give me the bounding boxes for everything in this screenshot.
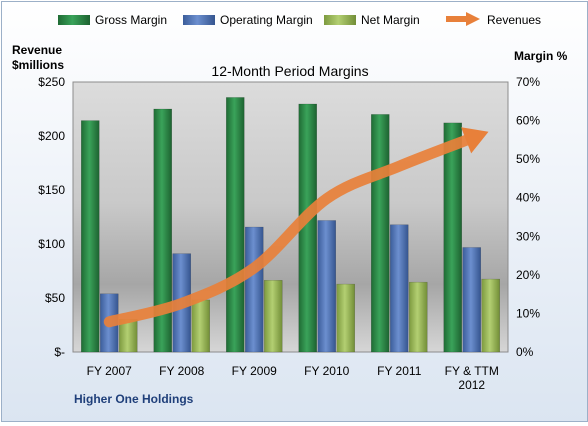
y-left-tick-label: $150 [38,183,65,197]
x-tick-label: FY 2007 [87,364,132,378]
chart-title: 12-Month Period Margins [211,63,368,79]
y-right-title: Margin % [514,49,568,63]
bar-gross-margin [443,122,462,353]
legend-label-operating-margin: Operating Margin [220,13,313,27]
bar-operating-margin [390,224,409,353]
y-left-tick-label: $200 [38,129,65,143]
legend-item-gross-margin: Gross Margin [58,13,167,27]
legend: Gross Margin Operating Margin Net Margin… [58,12,541,27]
y-right-tick-label: 70% [516,75,540,89]
revenue-arrowhead-icon [461,127,489,154]
y-right-ticks: 0% 10% 20% 30% 40% 50% 60% 70% [516,75,540,359]
x-tick-label: 2012 [458,378,485,392]
x-tick-label: FY 2008 [159,364,204,378]
y-right-tick-label: 0% [516,345,534,359]
bar-net-margin [191,299,210,353]
y-left-tick-label: $- [54,345,65,359]
margins-chart: Gross Margin Operating Margin Net Margin… [12,12,568,406]
bar-net-margin [409,281,428,353]
y-right-tick-label: 40% [516,191,540,205]
y-left-tick-label: $50 [45,291,65,305]
footer-company-name: Higher One Holdings [74,392,194,406]
y-left-tick-label: $250 [38,75,65,89]
bar-operating-margin [462,247,481,353]
x-tick-label: FY 2009 [232,364,277,378]
bar-operating-margin [245,226,264,353]
x-tick-label: FY 2011 [377,364,422,378]
legend-item-revenues: Revenues [446,12,541,27]
legend-swatch-operating-margin [183,15,215,25]
bar-net-margin [481,278,500,353]
y-right-tick-label: 10% [516,306,540,320]
bar-operating-margin [317,220,336,353]
bar-gross-margin [226,97,245,353]
y-right-tick-label: 30% [516,229,540,243]
bar-gross-margin [153,108,172,353]
plot-area [72,81,509,353]
legend-item-operating-margin: Operating Margin [183,13,313,27]
y-right-tick-label: 50% [516,152,540,166]
y-right-tick-label: 20% [516,268,540,282]
y-left-title-line1: Revenue [12,43,62,57]
legend-item-net-margin: Net Margin [324,13,420,27]
y-left-title-line2: $millions [12,58,64,72]
legend-label-gross-margin: Gross Margin [95,13,167,27]
y-left-ticks: $- $50 $100 $150 $200 $250 [38,75,65,359]
x-tick-label: FY & TTM [445,364,499,378]
x-tick-label: FY 2010 [304,364,349,378]
legend-arrowhead-icon [466,12,480,26]
bar-net-margin [336,283,355,353]
y-left-tick-label: $100 [38,237,65,251]
revenue-line [103,133,476,328]
bar-gross-margin [371,114,390,353]
legend-label-net-margin: Net Margin [361,13,420,27]
bar-gross-margin [81,120,100,353]
legend-swatch-gross-margin [58,15,90,25]
revenue-series [103,127,489,328]
legend-label-revenues: Revenues [487,13,541,27]
legend-swatch-net-margin [324,15,356,25]
bar-net-margin [264,280,283,353]
x-axis-labels: FY 2007 FY 2008 FY 2009 FY 2010 FY 2011 FY & … [87,364,499,392]
y-right-tick-label: 60% [516,114,540,128]
